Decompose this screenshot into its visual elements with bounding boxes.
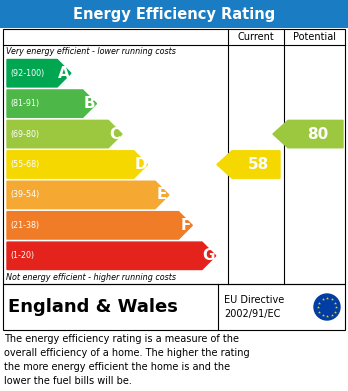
Polygon shape (7, 90, 96, 117)
Bar (3, 29, 345, 284)
Polygon shape (7, 212, 192, 239)
Text: (81-91): (81-91) (10, 99, 39, 108)
Polygon shape (217, 151, 280, 178)
Text: (39-54): (39-54) (10, 190, 39, 199)
Bar (0, 0, 348, 28)
Text: Not energy efficient - higher running costs: Not energy efficient - higher running co… (6, 273, 176, 282)
Text: 58: 58 (247, 157, 269, 172)
Text: B: B (84, 96, 95, 111)
Text: Potential: Potential (293, 32, 336, 42)
Polygon shape (7, 181, 169, 209)
Bar (3, 285, 345, 330)
Text: (1-20): (1-20) (10, 251, 34, 260)
Text: (21-38): (21-38) (10, 221, 39, 230)
Text: The energy efficiency rating is a measure of the
overall efficiency of a home. T: The energy efficiency rating is a measur… (4, 334, 250, 386)
Text: 80: 80 (307, 127, 328, 142)
Text: E: E (157, 187, 167, 203)
Polygon shape (7, 242, 216, 269)
Bar (3, 284, 345, 330)
Text: (69-80): (69-80) (10, 129, 39, 138)
Polygon shape (273, 120, 343, 148)
Text: Very energy efficient - lower running costs: Very energy efficient - lower running co… (6, 47, 176, 56)
Text: C: C (110, 127, 121, 142)
Text: Current: Current (238, 32, 274, 42)
Circle shape (314, 294, 340, 320)
Text: EU Directive
2002/91/EC: EU Directive 2002/91/EC (224, 295, 284, 319)
Text: A: A (58, 66, 70, 81)
Text: England & Wales: England & Wales (8, 298, 178, 316)
Text: Energy Efficiency Rating: Energy Efficiency Rating (73, 7, 275, 22)
Text: F: F (180, 218, 191, 233)
Text: D: D (134, 157, 147, 172)
Polygon shape (7, 59, 71, 87)
Text: (55-68): (55-68) (10, 160, 39, 169)
Polygon shape (7, 120, 122, 148)
Text: (92-100): (92-100) (10, 69, 44, 78)
Text: G: G (203, 248, 215, 263)
Polygon shape (7, 151, 148, 178)
